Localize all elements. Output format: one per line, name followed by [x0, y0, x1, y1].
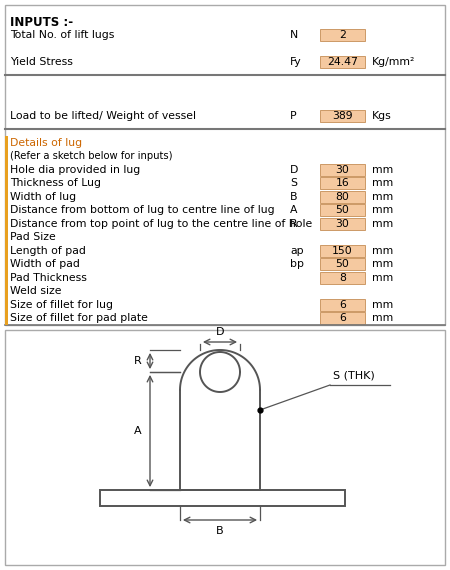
- Text: 80: 80: [336, 192, 350, 202]
- Text: Size of fillet for lug: Size of fillet for lug: [10, 300, 113, 310]
- Text: mm: mm: [372, 314, 393, 323]
- Text: 50: 50: [336, 259, 350, 269]
- Text: mm: mm: [372, 178, 393, 188]
- Text: R: R: [290, 219, 297, 229]
- Text: Hole dia provided in lug: Hole dia provided in lug: [10, 165, 140, 175]
- Bar: [320, 245, 365, 256]
- Text: 24.47: 24.47: [327, 57, 358, 67]
- Text: 30: 30: [336, 165, 350, 175]
- Bar: [320, 56, 365, 68]
- Text: Pad Thickness: Pad Thickness: [10, 273, 87, 283]
- Text: Kg/mm²: Kg/mm²: [372, 57, 415, 67]
- Text: mm: mm: [372, 300, 393, 310]
- Text: 2: 2: [339, 30, 346, 40]
- Text: 389: 389: [332, 111, 353, 121]
- Text: P: P: [290, 111, 297, 121]
- Text: Load to be lifted/ Weight of vessel: Load to be lifted/ Weight of vessel: [10, 111, 196, 121]
- Text: Details of lug: Details of lug: [10, 138, 82, 148]
- Text: Width of pad: Width of pad: [10, 259, 80, 269]
- Text: Pad Size: Pad Size: [10, 232, 56, 242]
- Bar: [320, 191, 365, 203]
- Text: mm: mm: [372, 192, 393, 202]
- Text: B: B: [290, 192, 297, 202]
- Text: A: A: [290, 205, 297, 215]
- Text: Fy: Fy: [290, 57, 302, 67]
- Text: B: B: [216, 526, 224, 536]
- Text: D: D: [216, 327, 224, 337]
- Text: Width of lug: Width of lug: [10, 192, 76, 202]
- Text: S (THK): S (THK): [333, 370, 375, 380]
- Text: Total No. of lift lugs: Total No. of lift lugs: [10, 30, 114, 40]
- Text: N: N: [290, 30, 298, 40]
- Text: 50: 50: [336, 205, 350, 215]
- Bar: [320, 258, 365, 270]
- Bar: [320, 312, 365, 324]
- Bar: [5, 136, 8, 325]
- Text: 30: 30: [336, 219, 350, 229]
- Text: bp: bp: [290, 259, 304, 269]
- Text: 8: 8: [339, 273, 346, 283]
- Text: 16: 16: [336, 178, 349, 188]
- Text: mm: mm: [372, 165, 393, 175]
- Bar: [5, 5, 445, 325]
- Bar: [320, 28, 365, 40]
- Bar: [5, 330, 445, 565]
- Text: mm: mm: [372, 205, 393, 215]
- Text: Kgs: Kgs: [372, 111, 392, 121]
- Text: mm: mm: [372, 246, 393, 256]
- Text: Distance from top point of lug to the centre line of hole: Distance from top point of lug to the ce…: [10, 219, 312, 229]
- Bar: [320, 164, 365, 176]
- Text: INPUTS :-: INPUTS :-: [10, 16, 73, 29]
- Bar: [320, 177, 365, 189]
- Text: Yield Stress: Yield Stress: [10, 57, 73, 67]
- Bar: [100, 490, 345, 506]
- Bar: [320, 299, 365, 311]
- Text: Size of fillet for pad plate: Size of fillet for pad plate: [10, 314, 148, 323]
- Text: mm: mm: [372, 273, 393, 283]
- Text: Weld size: Weld size: [10, 286, 62, 296]
- Text: A: A: [135, 426, 142, 436]
- Bar: [320, 110, 365, 122]
- Text: mm: mm: [372, 219, 393, 229]
- Text: 150: 150: [332, 246, 353, 256]
- Text: S: S: [290, 178, 297, 188]
- Bar: [320, 272, 365, 284]
- Bar: [320, 218, 365, 230]
- Text: Length of pad: Length of pad: [10, 246, 86, 256]
- Text: D: D: [290, 165, 298, 175]
- Text: ap: ap: [290, 246, 304, 256]
- Text: 6: 6: [339, 300, 346, 310]
- Bar: [320, 204, 365, 216]
- Text: 6: 6: [339, 314, 346, 323]
- Text: mm: mm: [372, 259, 393, 269]
- Text: R: R: [134, 356, 142, 366]
- Text: (Refer a sketch below for inputs): (Refer a sketch below for inputs): [10, 151, 172, 161]
- Text: Distance from bottom of lug to centre line of lug: Distance from bottom of lug to centre li…: [10, 205, 274, 215]
- Text: Thickness of Lug: Thickness of Lug: [10, 178, 101, 188]
